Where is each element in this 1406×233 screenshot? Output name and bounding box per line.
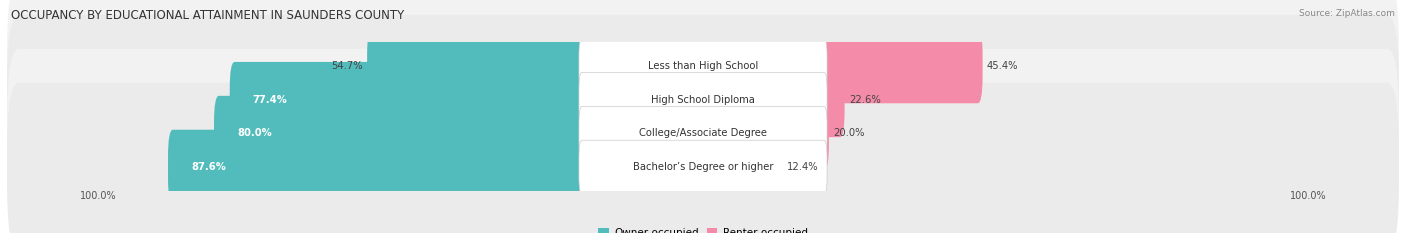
FancyBboxPatch shape (699, 130, 783, 205)
Text: 80.0%: 80.0% (238, 128, 271, 138)
Text: 100.0%: 100.0% (80, 191, 117, 201)
FancyBboxPatch shape (7, 15, 1399, 184)
Text: 87.6%: 87.6% (191, 162, 226, 172)
FancyBboxPatch shape (7, 83, 1399, 233)
Text: 54.7%: 54.7% (332, 61, 363, 71)
FancyBboxPatch shape (579, 38, 827, 93)
Text: 100.0%: 100.0% (1289, 191, 1326, 201)
Text: 22.6%: 22.6% (849, 95, 880, 105)
FancyBboxPatch shape (229, 62, 707, 137)
FancyBboxPatch shape (699, 28, 983, 103)
Text: High School Diploma: High School Diploma (651, 95, 755, 105)
FancyBboxPatch shape (7, 0, 1399, 150)
Text: 45.4%: 45.4% (987, 61, 1018, 71)
FancyBboxPatch shape (167, 130, 707, 205)
Text: Source: ZipAtlas.com: Source: ZipAtlas.com (1299, 9, 1395, 18)
Text: 20.0%: 20.0% (834, 128, 865, 138)
Text: 12.4%: 12.4% (787, 162, 818, 172)
Text: OCCUPANCY BY EDUCATIONAL ATTAINMENT IN SAUNDERS COUNTY: OCCUPANCY BY EDUCATIONAL ATTAINMENT IN S… (11, 9, 405, 22)
FancyBboxPatch shape (7, 49, 1399, 218)
FancyBboxPatch shape (579, 106, 827, 161)
FancyBboxPatch shape (699, 96, 830, 171)
FancyBboxPatch shape (214, 96, 707, 171)
Text: 77.4%: 77.4% (253, 95, 288, 105)
FancyBboxPatch shape (579, 140, 827, 195)
FancyBboxPatch shape (367, 28, 707, 103)
Text: College/Associate Degree: College/Associate Degree (638, 128, 768, 138)
Text: Bachelor’s Degree or higher: Bachelor’s Degree or higher (633, 162, 773, 172)
Text: Less than High School: Less than High School (648, 61, 758, 71)
FancyBboxPatch shape (699, 62, 845, 137)
Legend: Owner-occupied, Renter-occupied: Owner-occupied, Renter-occupied (595, 224, 811, 233)
FancyBboxPatch shape (579, 72, 827, 127)
